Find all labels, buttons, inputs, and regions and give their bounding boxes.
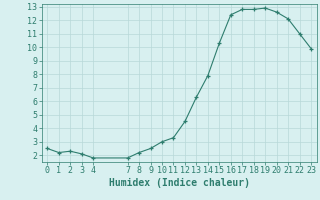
X-axis label: Humidex (Indice chaleur): Humidex (Indice chaleur) (109, 178, 250, 188)
